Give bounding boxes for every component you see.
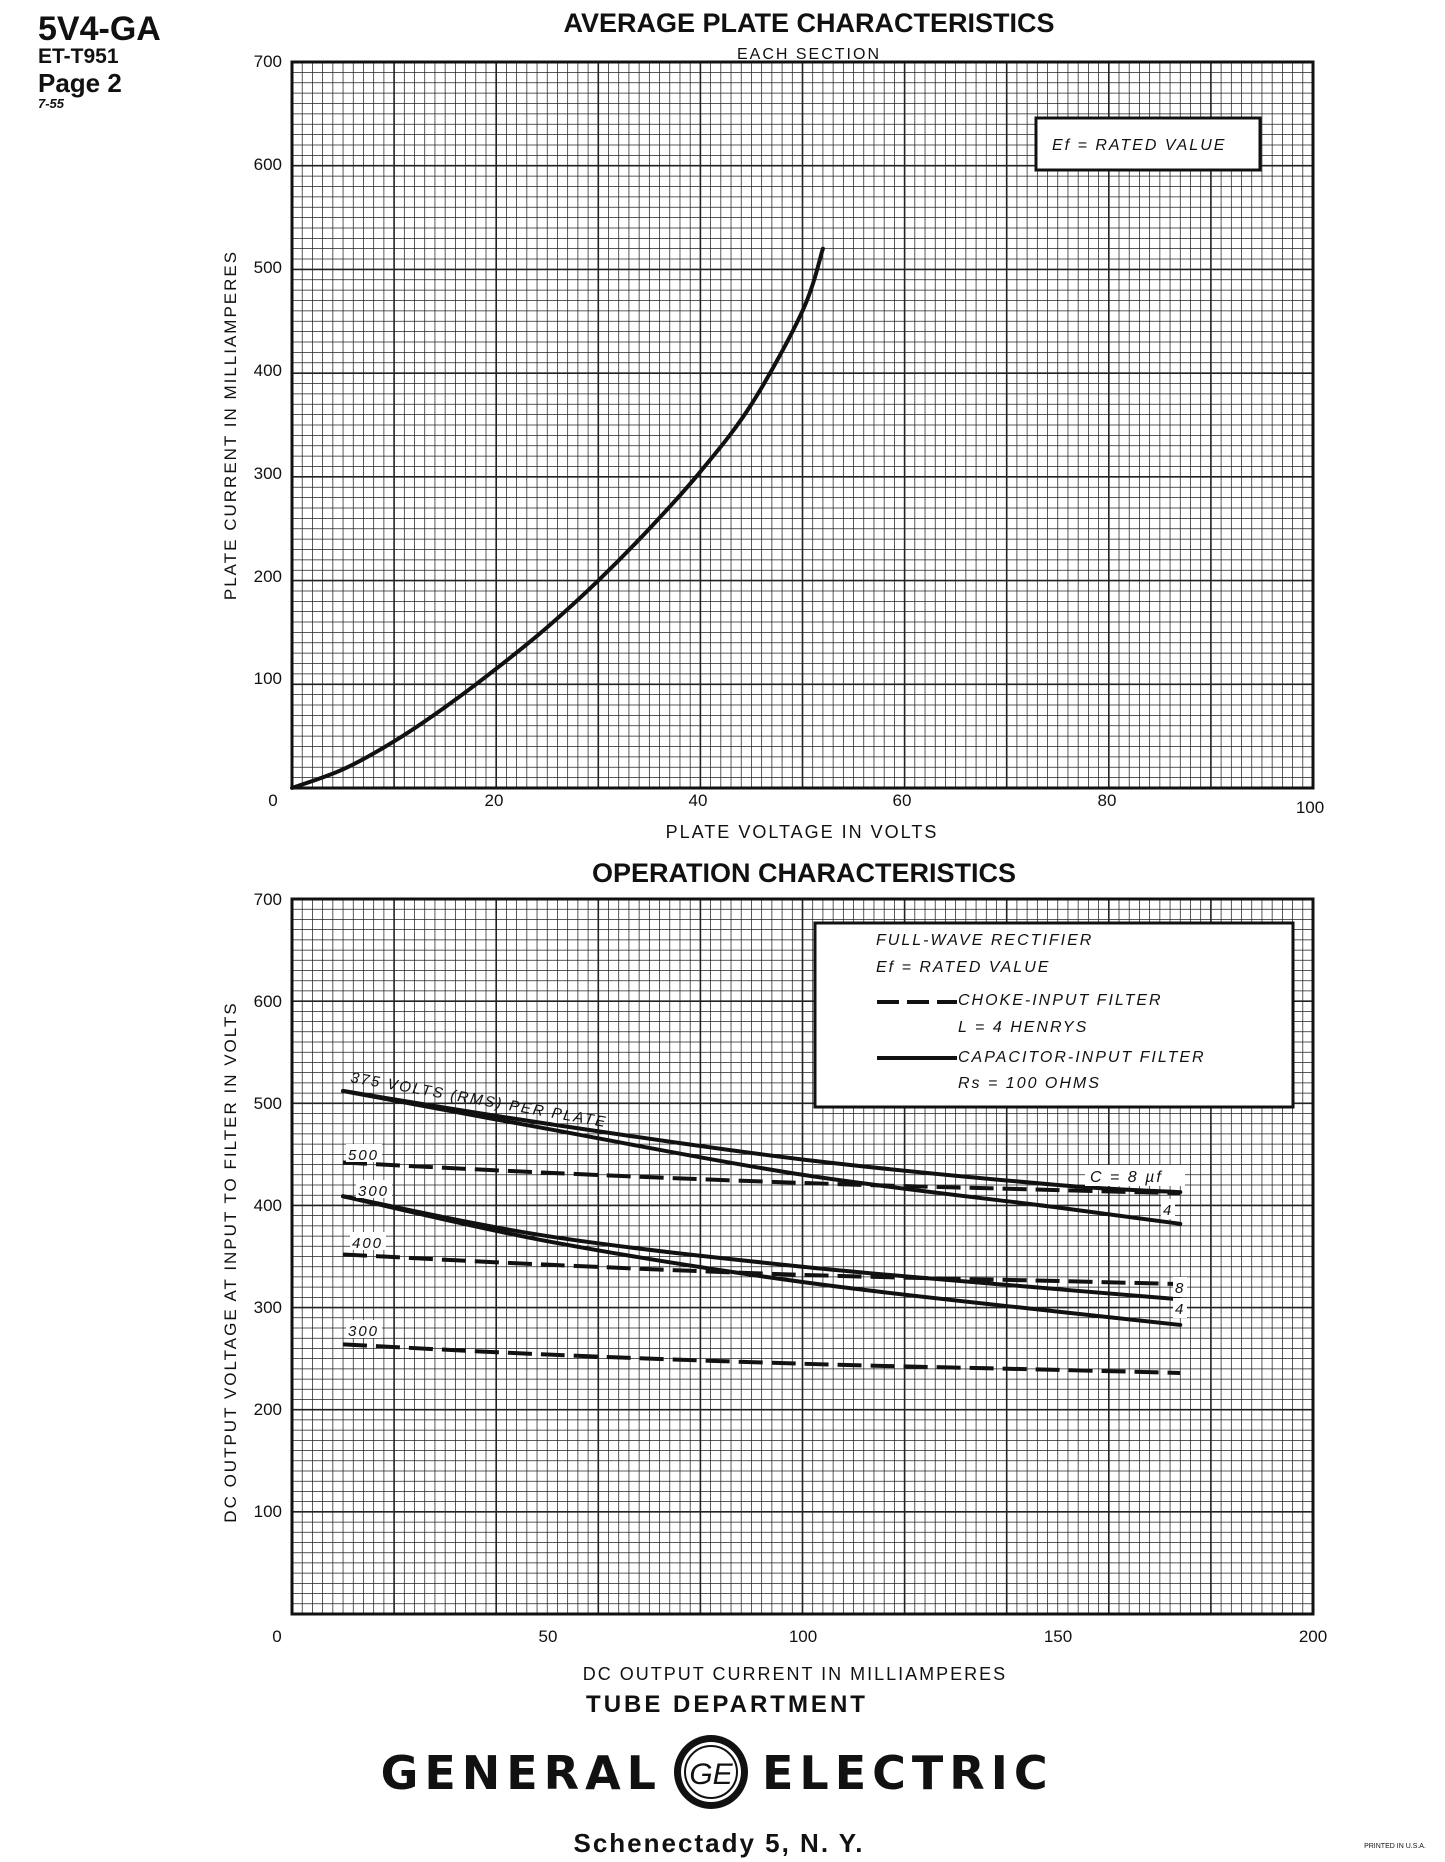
series-line-2-7: [342, 1342, 1181, 1375]
cap-4-label-bg: [1161, 1199, 1175, 1219]
chart2-legend: FULL-WAVE RECTIFIER Ef = RATED VALUE CHO…: [813, 921, 1295, 1109]
cap-300-label: 300: [358, 1183, 389, 1200]
tube-type: 5V4-GA: [38, 10, 161, 48]
chart1-title: AVERAGE PLATE CHARACTERISTICS: [563, 8, 1054, 38]
chart1-y-tick: 400: [254, 361, 282, 380]
legend-dashed-sub: L = 4 HENRYS: [958, 1019, 1088, 1036]
cap-8b-label: 8: [1175, 1280, 1185, 1297]
chart2-title: OPERATION CHARACTERISTICS: [592, 858, 1016, 888]
cap-4-label: 4: [1163, 1202, 1173, 1219]
series-line-1-1: [290, 246, 825, 790]
chart1-legend-box: [1034, 116, 1262, 172]
chart1-y-tick: 700: [254, 52, 282, 71]
chart2-annotations: 375 VOLTS (RMS) PER PLATE C = 8 µf 4 8 4…: [346, 1069, 1187, 1340]
plate-characteristics-chart: AVERAGE PLATE CHARACTERISTICS EACH SECTI…: [221, 8, 1324, 842]
choke-400-label-bg: [350, 1232, 386, 1250]
chart1-x-tick: 20: [485, 791, 504, 810]
company-name-left: GENERAL: [381, 1746, 662, 1800]
chart1-subtitle: EACH SECTION: [737, 46, 881, 63]
chart2-y-ticks: 100 200 300 400 500 600 700: [254, 890, 282, 1521]
chart1-x-tick: 0: [268, 791, 277, 810]
chart1-y-ticks: 100 200 300 400 500 600 700: [254, 52, 282, 688]
series-line-2-5: [342, 1160, 1181, 1196]
choke-300-label: 300: [348, 1323, 379, 1340]
chart1-x-tick: 60: [893, 791, 912, 810]
choke-300-label-bg: [346, 1320, 382, 1338]
company-name-right: ELECTRIC: [762, 1746, 1054, 1800]
legend-solid-sub: Rs = 100 OHMS: [958, 1075, 1101, 1092]
chart1-x-axis-label: PLATE VOLTAGE IN VOLTS: [666, 822, 939, 842]
chart2-x-tick: 0: [272, 1627, 281, 1646]
chart2-x-ticks: 0 50 100 150 200: [272, 1627, 1327, 1646]
cap-4b-label: 4: [1175, 1301, 1185, 1318]
cap-8b-label-bg: [1173, 1277, 1187, 1297]
choke-500-label: 500: [348, 1147, 379, 1164]
chart2-x-tick: 100: [789, 1627, 817, 1646]
chart2-legend-box: [813, 921, 1295, 1109]
cap-300-label-bg: [356, 1180, 392, 1198]
cap-8-label: C = 8 µf: [1090, 1169, 1163, 1186]
series-line-2-1: [341, 1089, 1183, 1195]
chart2-y-tick: 700: [254, 890, 282, 909]
ge-logo-monogram: GE: [689, 1758, 733, 1791]
chart1-grid: [292, 62, 1313, 788]
ge-logo-icon: GE: [674, 1735, 748, 1809]
chart2-y-tick: 300: [254, 1298, 282, 1317]
series-line-2-4: [341, 1194, 1183, 1327]
department-label: TUBE DEPARTMENT: [586, 1691, 868, 1718]
operation-characteristics-chart: OPERATION CHARACTERISTICS 0 50 100 150 2…: [221, 858, 1327, 1684]
chart1-series-group: [290, 246, 825, 790]
choke-500-label-bg: [346, 1144, 382, 1162]
document-number: ET-T951: [38, 45, 119, 68]
chart1-legend-text: Ef = RATED VALUE: [1052, 137, 1226, 154]
legend-line2: Ef = RATED VALUE: [876, 959, 1050, 976]
chart1-y-tick: 600: [254, 155, 282, 174]
chart1-x-tick: 40: [689, 791, 708, 810]
chart1-x-tick: 80: [1098, 791, 1117, 810]
chart2-x-tick: 50: [539, 1627, 558, 1646]
footer: TUBE DEPARTMENT GENERAL GE ELECTRIC Sche…: [381, 1691, 1426, 1858]
chart1-y-tick: 500: [254, 258, 282, 277]
chart1-plot-frame: [290, 60, 1315, 790]
chart2-series-group: [341, 1089, 1183, 1375]
series-line-2-2: [341, 1089, 1183, 1226]
cap-4b-label-bg: [1173, 1298, 1187, 1318]
chart1-x-ticks: 0 20 40 60 80 100: [268, 791, 1324, 817]
company-address: Schenectady 5, N. Y.: [574, 1828, 865, 1858]
chart2-x-axis-label: DC OUTPUT CURRENT IN MILLIAMPERES: [583, 1664, 1007, 1684]
legend-dashed-label: CHOKE-INPUT FILTER: [958, 992, 1163, 1009]
document-date: 7-55: [38, 96, 65, 111]
chart1-y-tick: 200: [254, 567, 282, 586]
chart2-y-tick: 100: [254, 1502, 282, 1521]
printed-note: PRINTED IN U.S.A.: [1364, 1843, 1426, 1850]
chart2-y-tick: 400: [254, 1196, 282, 1215]
page-label: Page 2: [38, 68, 122, 98]
chart2-x-tick: 200: [1299, 1627, 1327, 1646]
chart1-y-tick: 100: [254, 669, 282, 688]
chart2-y-tick: 600: [254, 992, 282, 1011]
chart2-y-axis-label: DC OUTPUT VOLTAGE AT INPUT TO FILTER IN …: [221, 1001, 240, 1522]
chart1-y-axis-label: PLATE CURRENT IN MILLIAMPERES: [221, 250, 240, 600]
chart2-plot-frame: [290, 897, 1315, 1616]
chart2-x-tick: 150: [1044, 1627, 1072, 1646]
chart1-x-tick: 100: [1296, 798, 1324, 817]
series-line-2-3: [341, 1194, 1183, 1302]
chart1-legend: Ef = RATED VALUE: [1034, 116, 1262, 172]
chart1-y-tick: 300: [254, 464, 282, 483]
series-line-2-6: [342, 1252, 1181, 1287]
chart2-y-tick: 200: [254, 1400, 282, 1419]
legend-solid-label: CAPACITOR-INPUT FILTER: [958, 1049, 1206, 1066]
choke-400-label: 400: [352, 1235, 383, 1252]
cap-8-label-bg: [1085, 1165, 1185, 1186]
legend-line1: FULL-WAVE RECTIFIER: [876, 932, 1093, 949]
chart2-y-tick: 500: [254, 1094, 282, 1113]
